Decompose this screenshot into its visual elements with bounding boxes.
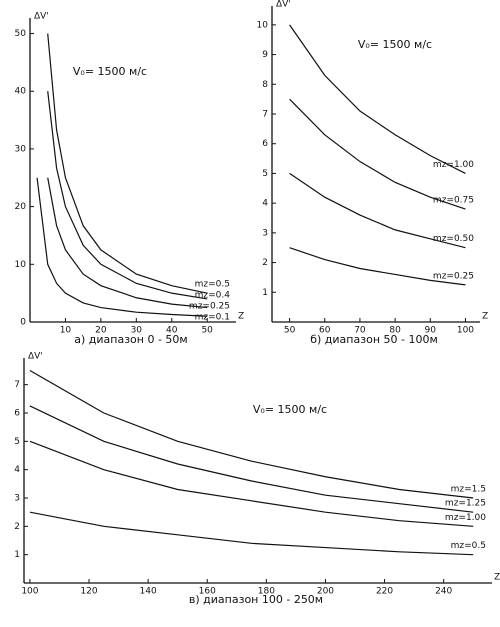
x-tick-label: 40 (166, 326, 178, 336)
x-axis-label: Z (494, 573, 500, 583)
y-tick-label: 3 (14, 494, 20, 504)
series-line (47, 177, 208, 309)
x-tick-label: 140 (140, 587, 157, 597)
series-label: mz=1.00 (445, 513, 486, 523)
y-tick-label: 30 (15, 144, 27, 154)
x-tick-label: 220 (376, 587, 393, 597)
y-tick-label: 3 (262, 228, 268, 238)
y-tick-label: 6 (262, 139, 268, 149)
x-tick-label: 120 (80, 587, 97, 597)
x-tick-label: 80 (389, 326, 401, 336)
x-tick-label: 50 (284, 326, 296, 336)
x-tick-label: 100 (457, 326, 474, 336)
x-tick-label: 10 (60, 326, 72, 336)
series-label: mz=0.50 (433, 234, 474, 244)
series-line (47, 91, 208, 300)
x-tick-label: 90 (425, 326, 437, 336)
series-line (289, 172, 466, 249)
chart-caption: б) диапазон 50 - 100м (310, 333, 438, 346)
series-label: mz=0.5 (451, 541, 486, 551)
series-line (29, 405, 474, 513)
series-label: mz=1.00 (433, 160, 474, 170)
x-tick-label: 70 (354, 326, 366, 336)
y-tick-label: 10 (15, 260, 27, 270)
y-tick-label: 7 (262, 110, 268, 120)
y-tick-label: 0 (20, 318, 26, 328)
chart-caption: в) диапазон 100 - 250м (189, 593, 323, 606)
series-line (29, 511, 474, 556)
x-tick-label: 180 (258, 587, 275, 597)
y-tick-label: 5 (14, 437, 20, 447)
y-tick-label: 4 (14, 465, 20, 475)
series-line (29, 440, 474, 527)
y-tick-label: 6 (14, 409, 20, 419)
y-tick-label: 1 (262, 288, 268, 298)
y-tick-label: 8 (262, 80, 268, 90)
y-axis-label: ΔV' (28, 352, 43, 362)
chart-caption: а) диапазон 0 - 50м (74, 333, 187, 346)
series-label: mz=0.25 (433, 271, 474, 281)
y-tick-label: 40 (15, 87, 27, 97)
y-tick-label: 2 (14, 522, 20, 532)
y-tick-label: 2 (262, 258, 268, 268)
y-tick-label: 5 (262, 169, 268, 179)
chart-title: V₀= 1500 м/с (253, 403, 327, 416)
x-tick-label: 50 (201, 326, 213, 336)
series-label: mz=0.4 (195, 291, 231, 301)
series-label: mz=0.5 (195, 280, 230, 290)
series-label: mz=1.5 (451, 485, 486, 495)
series-label: mz=0.75 (433, 196, 474, 206)
series-line (29, 369, 474, 499)
x-tick-label: 200 (317, 587, 334, 597)
y-axis-label: ΔV' (34, 12, 49, 22)
series-line (47, 33, 208, 294)
series-label: mz=1.25 (445, 499, 486, 509)
x-axis-label: Z (482, 312, 488, 322)
chart-title: V₀= 1500 м/с (358, 38, 432, 51)
y-tick-label: 1 (14, 550, 20, 560)
y-tick-label: 20 (15, 202, 27, 212)
series-label: mz=0.1 (195, 313, 230, 323)
x-tick-label: 100 (21, 587, 38, 597)
y-tick-label: 4 (262, 199, 268, 209)
y-axis-label: ΔV' (276, 0, 291, 10)
y-tick-label: 50 (15, 29, 27, 39)
x-tick-label: 60 (319, 326, 331, 336)
series-line (289, 98, 466, 210)
chart-title: V₀= 1500 м/с (73, 65, 147, 78)
x-tick-label: 240 (435, 587, 452, 597)
series-line (36, 177, 208, 317)
series-label: mz=0.25 (189, 302, 230, 312)
y-tick-label: 7 (14, 380, 20, 390)
x-tick-label: 20 (95, 326, 107, 336)
series-line (289, 24, 466, 174)
x-tick-label: 160 (199, 587, 216, 597)
x-tick-label: 30 (131, 326, 143, 336)
y-tick-label: 10 (257, 20, 269, 30)
y-tick-label: 9 (262, 50, 268, 60)
series-line (289, 247, 466, 286)
x-axis-label: Z (238, 312, 244, 322)
